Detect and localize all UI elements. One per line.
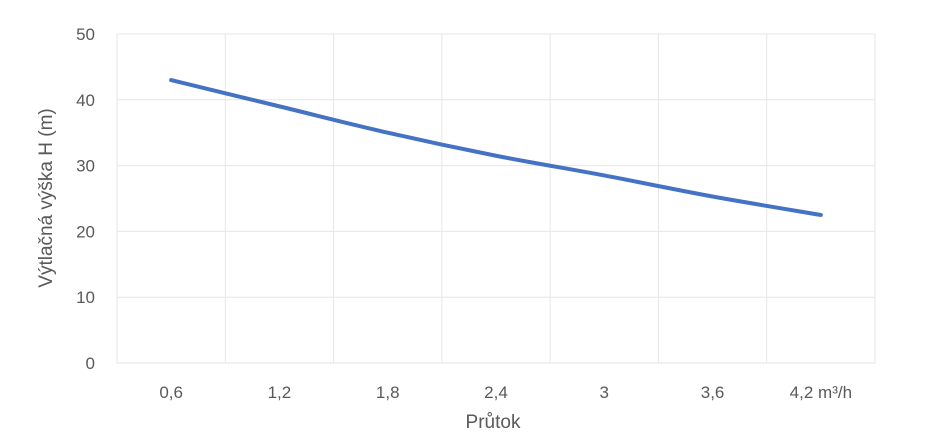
y-axis-tick-labels: 0 10 20 30 40 50 — [76, 25, 95, 373]
y-tick-label: 20 — [76, 222, 95, 241]
y-tick-label: 30 — [76, 157, 95, 176]
x-tick-label: 3 — [600, 383, 609, 402]
y-tick-label: 10 — [76, 288, 95, 307]
x-tick-label: 4,2 m³/h — [790, 383, 852, 402]
x-tick-label: 1,2 — [268, 383, 292, 402]
y-axis-title: Výtlačná výška H (m) — [36, 108, 57, 287]
y-tick-label: 50 — [76, 25, 95, 44]
x-tick-label: 0,6 — [159, 383, 183, 402]
x-axis-title: Průtok — [466, 412, 521, 433]
gridlines — [116, 33, 876, 364]
x-tick-label: 1,8 — [376, 383, 400, 402]
x-tick-label: 3,6 — [701, 383, 725, 402]
x-axis-tick-labels: 0,6 1,2 1,8 2,4 3 3,6 4,2 m³/h — [159, 383, 852, 402]
series-line — [169, 78, 823, 217]
x-tick-label: 2,4 — [484, 383, 508, 402]
y-tick-label: 40 — [76, 91, 95, 110]
y-tick-label: 0 — [86, 354, 95, 373]
